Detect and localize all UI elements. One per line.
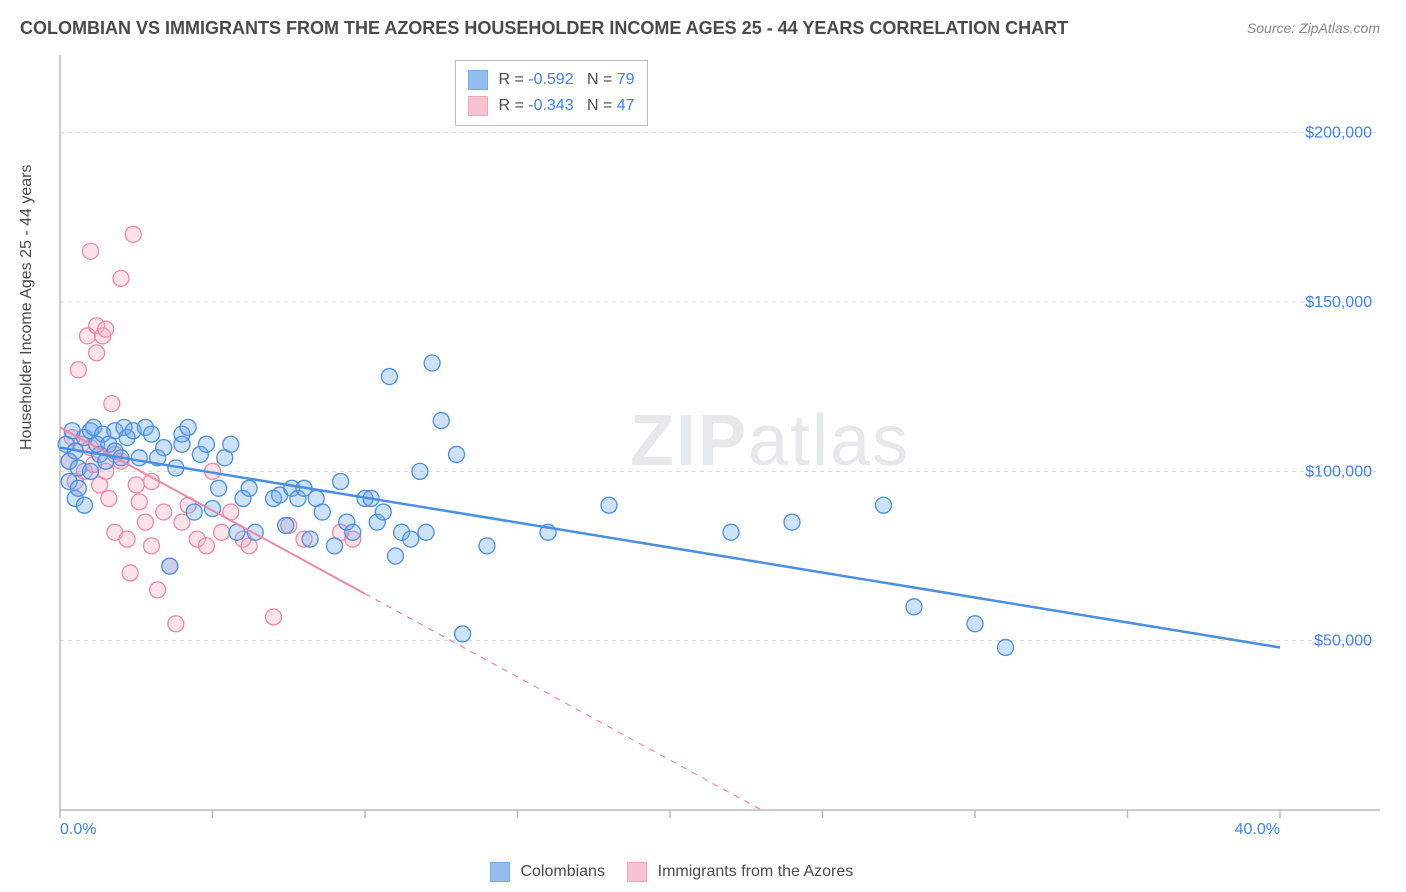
legend-row-azores: R = -0.343 N = 47 bbox=[468, 93, 635, 119]
legend-label-azores: Immigrants from the Azores bbox=[658, 863, 854, 880]
source-attribution: Source: ZipAtlas.com bbox=[1247, 20, 1380, 36]
y-axis-label: Householder Income Ages 25 - 44 years bbox=[18, 165, 36, 451]
svg-text:$200,000: $200,000 bbox=[1305, 125, 1372, 142]
svg-text:0.0%: 0.0% bbox=[60, 821, 96, 838]
svg-text:$100,000: $100,000 bbox=[1305, 463, 1372, 480]
swatch-colombians bbox=[468, 70, 488, 90]
legend-row-colombians: R = -0.592 N = 79 bbox=[468, 67, 635, 93]
svg-text:$50,000: $50,000 bbox=[1314, 633, 1372, 650]
svg-text:40.0%: 40.0% bbox=[1235, 821, 1280, 838]
legend-series-labels: Colombians Immigrants from the Azores bbox=[490, 862, 853, 882]
legend-correlation-box: R = -0.592 N = 79 R = -0.343 N = 47 bbox=[455, 60, 648, 126]
watermark: ZIPatlas bbox=[630, 400, 910, 482]
swatch-colombians-bottom bbox=[490, 862, 510, 882]
chart-title: COLOMBIAN VS IMMIGRANTS FROM THE AZORES … bbox=[20, 18, 1068, 39]
swatch-azores bbox=[468, 96, 488, 116]
swatch-azores-bottom bbox=[627, 862, 647, 882]
legend-label-colombians: Colombians bbox=[520, 863, 604, 880]
svg-text:$150,000: $150,000 bbox=[1305, 294, 1372, 311]
